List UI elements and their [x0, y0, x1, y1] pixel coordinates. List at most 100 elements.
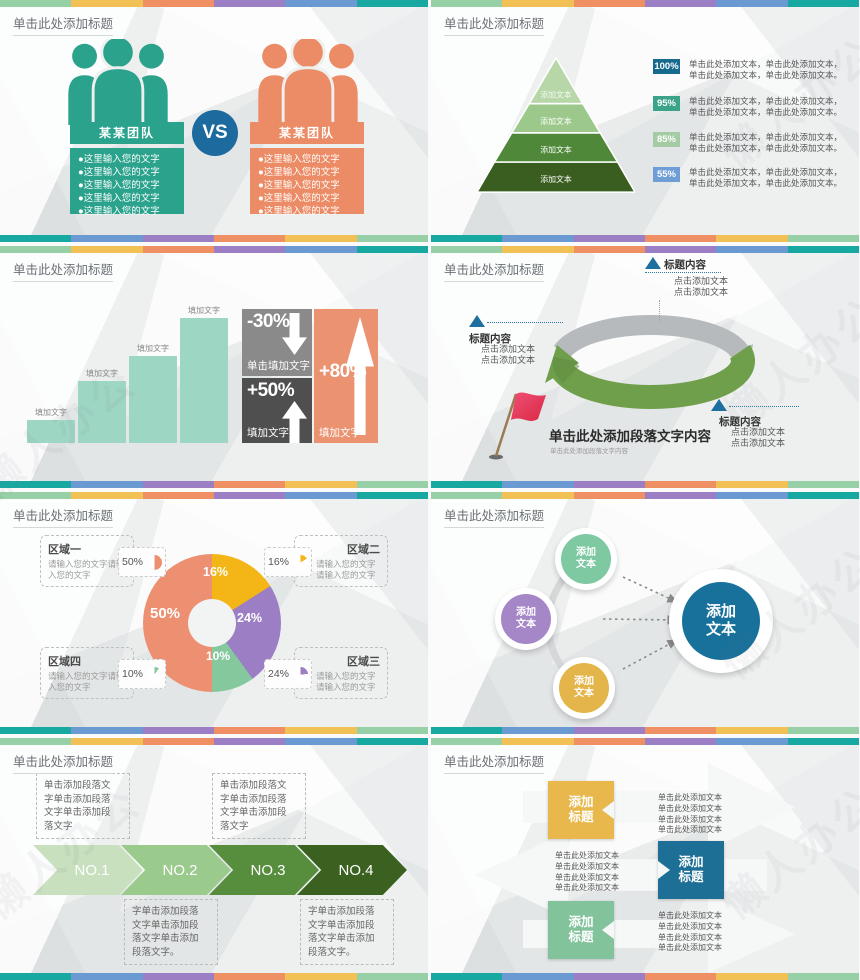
- stripe-segment: [716, 727, 788, 734]
- decline-text: 单击填加文字: [247, 360, 310, 372]
- stripe-segment: [573, 481, 645, 488]
- stripe-segment: [71, 738, 143, 745]
- color-stripe-top: [431, 246, 859, 253]
- stripe-segment: [787, 973, 859, 980]
- title-box-text: 添加标题: [568, 915, 594, 944]
- color-stripe-bottom: [0, 235, 428, 242]
- region-2-percent-box: 16%: [264, 547, 312, 577]
- stripe-segment: [573, 492, 645, 499]
- slide-4-cycle-diagram[interactable]: 单击此处添加标题 标题内容 点击添加文本 点击添加文本 标题内容 点击添加文本 …: [431, 246, 859, 488]
- slide-2-body: 单击此处添加标题 添加文本 添加文本 添加文本 添加文本 100% 单击此处添加…: [431, 7, 859, 235]
- slide-3-bar-chart[interactable]: 单击此处添加标题 填加文字 填加文字 填加文字 填加文字 -30% 单击填加文字…: [0, 246, 428, 488]
- stripe-segment: [356, 246, 428, 253]
- step-2-text-box: 字单击添加段落 文字单击添加段 落文字单击添加 段落文字。: [124, 899, 218, 965]
- callout-dotted-line: [659, 300, 660, 322]
- callout-text: 点击添加文本 点击添加文本: [731, 427, 786, 448]
- slide-7-body: 单击此处添加标题 单击添加段落文 字单击添加段落 文字单击添加段 落文字 单击添…: [0, 745, 428, 973]
- stripe-segment: [71, 235, 143, 242]
- region-3-title: 区域三: [347, 656, 380, 668]
- stripe-segment: [502, 738, 574, 745]
- circle-text: 添加文本: [576, 547, 596, 570]
- stripe-segment: [356, 235, 428, 242]
- color-stripe-bottom: [431, 481, 859, 488]
- growth-box-80: +80% 填加文字: [314, 309, 378, 443]
- stripe-segment: [0, 481, 72, 488]
- color-stripe-top: [431, 492, 859, 499]
- step-chevron-1: NO.1: [33, 845, 143, 895]
- stripe-segment: [142, 481, 214, 488]
- stripe-segment: [644, 492, 717, 499]
- bar: [27, 420, 75, 443]
- stripe-segment: [71, 0, 143, 7]
- stripe-segment: [644, 235, 717, 242]
- big-circle-inner: 添加文本: [682, 582, 760, 660]
- region-4-text: 请输入您的文字请输入您的文字: [48, 671, 125, 692]
- donut-chart: [143, 554, 281, 692]
- slide-7-step-chevrons[interactable]: 单击此处添加标题 单击添加段落文 字单击添加段落 文字单击添加段 落文字 单击添…: [0, 738, 428, 980]
- stripe-segment: [356, 738, 428, 745]
- percent-badge: 55%: [653, 167, 680, 182]
- slide-1-body: 单击此处添加标题 某某团队 某某团队 VS ●这: [0, 7, 428, 235]
- slide-4-body: 单击此处添加标题 标题内容 点击添加文本 点击添加文本 标题内容 点击添加文本 …: [431, 253, 859, 481]
- region-2-title: 区域二: [347, 544, 380, 556]
- region-1-percent: 50%: [121, 556, 143, 568]
- stripe-segment: [431, 738, 503, 745]
- pyramid-item-row: 85% 单击此处添加文本，单击此处添加文本， 单击此处添加文本，单击此处添加文本…: [653, 132, 849, 153]
- title-box-blue: 添加标题: [658, 841, 724, 899]
- stripe-segment: [787, 0, 859, 7]
- region-1-text: 请输入您的文字请输入您的文字: [48, 559, 125, 580]
- stripe-segment: [213, 235, 286, 242]
- item-text: 单击此处添加文本，单击此处添加文本， 单击此处添加文本，单击此处添加文本。: [689, 132, 843, 153]
- stripe-segment: [356, 0, 428, 7]
- pyramid-item-row: 100% 单击此处添加文本，单击此处添加文本， 单击此处添加文本，单击此处添加文…: [653, 59, 849, 80]
- stripe-segment: [285, 481, 357, 488]
- color-stripe-bottom: [0, 727, 428, 734]
- stripe-segment: [71, 481, 143, 488]
- step-1-text-box: 单击添加段落文 字单击添加段落 文字单击添加段 落文字: [36, 773, 130, 839]
- bar-label: 填加文字: [86, 369, 118, 378]
- slide-8-arrow-list[interactable]: 单击此处添加标题 添加标题 单击此处添加文本 单击此处添加文本 单击此处添加文本…: [431, 738, 859, 980]
- pyramid-label-3: 添加文本: [540, 145, 572, 155]
- slide-2-pyramid[interactable]: 单击此处添加标题 添加文本 添加文本 添加文本 添加文本 100% 单击此处添加…: [431, 0, 859, 242]
- stripe-segment: [213, 738, 286, 745]
- donut-label-24: 24%: [237, 611, 263, 625]
- pyramid-item-row: 95% 单击此处添加文本，单击此处添加文本， 单击此处添加文本，单击此处添加文本…: [653, 96, 849, 117]
- caption-subtext: 单击此处添加段落文字内容: [550, 448, 628, 455]
- arrow-row-text: 单击此处添加文本 单击此处添加文本 单击此处添加文本 单击此处添加文本: [555, 851, 619, 893]
- slide-6-converge-diagram[interactable]: 单击此处添加标题 添加文本 添加文本: [431, 492, 859, 734]
- callout-text: 点击添加文本 点击添加文本: [674, 276, 729, 297]
- region-4-percent-box: 10%: [118, 659, 166, 689]
- color-stripe-top: [0, 0, 428, 7]
- pie-wedge-icon: [293, 666, 308, 682]
- slide-1-team-vs[interactable]: 单击此处添加标题 某某团队 某某团队 VS ●这: [0, 0, 428, 242]
- slide-title: 单击此处添加标题: [13, 751, 114, 774]
- team-a-people-icon: [54, 34, 182, 127]
- slide-3-body: 单击此处添加标题 填加文字 填加文字 填加文字 填加文字 -30% 单击填加文字…: [0, 253, 428, 481]
- growth-text-50: 填加文字: [247, 427, 289, 439]
- stripe-segment: [356, 481, 428, 488]
- callout-marker-icon: [645, 257, 661, 269]
- stripe-segment: [356, 727, 428, 734]
- region-1-title: 区域一: [48, 544, 81, 556]
- bar-label: 填加文字: [188, 306, 220, 315]
- flag-icon: [483, 386, 547, 464]
- region-2-percent: 16%: [267, 556, 289, 568]
- callout-dotted-line: [487, 322, 563, 323]
- small-circle-purple-inner: 添加文本: [501, 594, 551, 644]
- stripe-segment: [431, 235, 503, 242]
- stripe-segment: [285, 492, 357, 499]
- slide-5-donut-chart[interactable]: 单击此处添加标题 16% 24% 10% 50% 区域一 请输入您的文字请输入您…: [0, 492, 428, 734]
- stripe-segment: [502, 246, 574, 253]
- stripe-segment: [716, 246, 788, 253]
- slide-title: 单击此处添加标题: [13, 13, 114, 36]
- color-stripe-bottom: [0, 973, 428, 980]
- decline-percent: -30%: [247, 311, 290, 332]
- slide-5-body: 单击此处添加标题 16% 24% 10% 50% 区域一 请输入您的文字请输入您…: [0, 499, 428, 727]
- stripe-segment: [502, 973, 574, 980]
- stripe-segment: [502, 0, 574, 7]
- stripe-segment: [431, 481, 503, 488]
- bar: [180, 318, 228, 443]
- region-3-percent-box: 24%: [264, 659, 312, 689]
- stripe-segment: [71, 973, 143, 980]
